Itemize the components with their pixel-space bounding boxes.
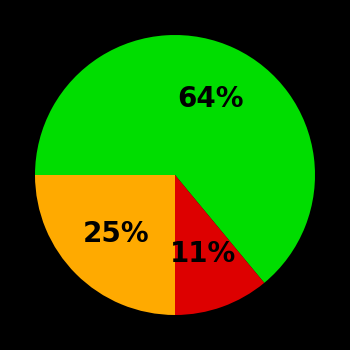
Wedge shape xyxy=(35,175,175,315)
Wedge shape xyxy=(35,35,315,283)
Wedge shape xyxy=(175,175,264,315)
Text: 11%: 11% xyxy=(170,240,237,268)
Text: 64%: 64% xyxy=(177,85,244,113)
Text: 25%: 25% xyxy=(82,220,149,248)
